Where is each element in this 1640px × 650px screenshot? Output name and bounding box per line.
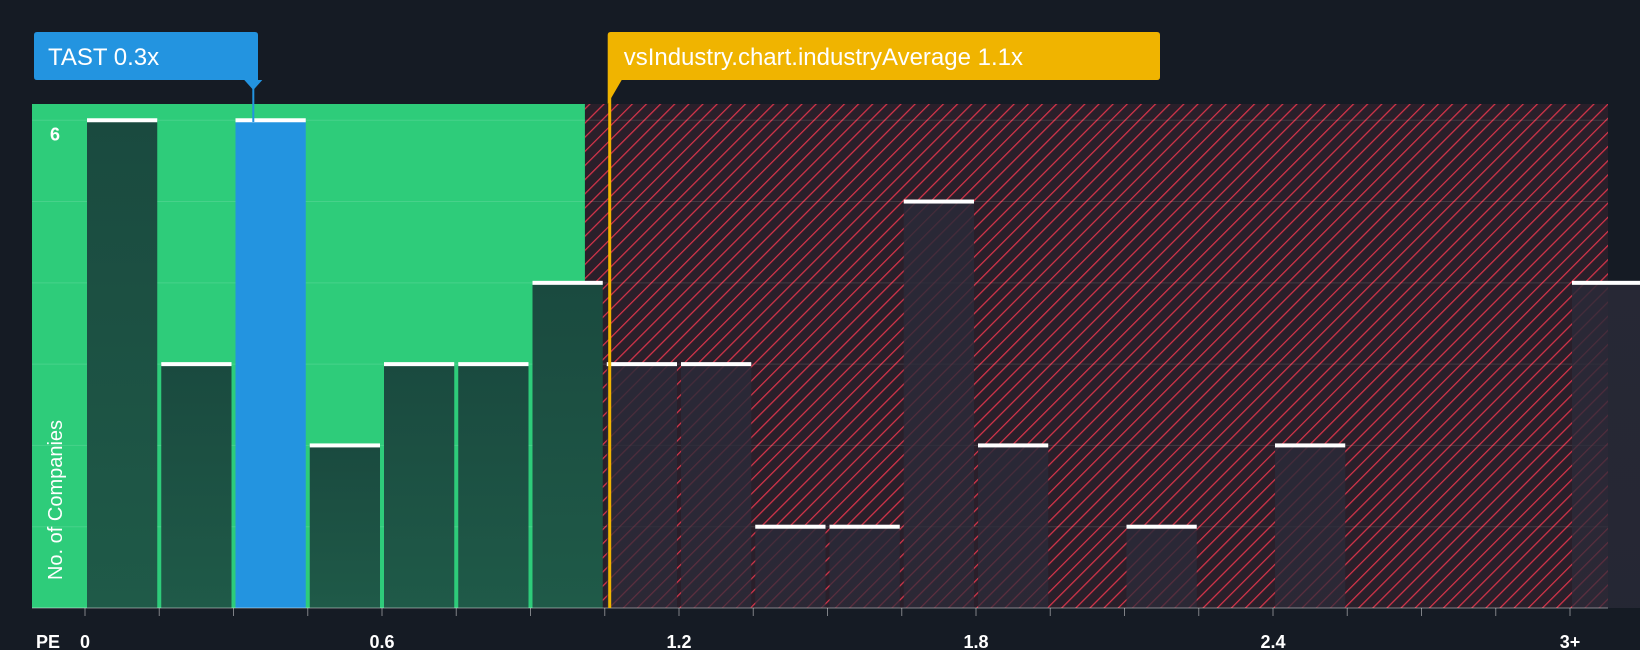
x-tick-label: 2.4 [1260,632,1285,650]
histogram-bar [87,120,158,609]
industry-average-callout: vsIndustry.chart.industryAverage 1.1x [607,32,1160,608]
company-callout: TAST 0.3x [34,32,263,122]
bars [87,118,1640,609]
histogram-bar [161,364,232,608]
x-tick-label: 3+ [1560,632,1581,650]
histogram-bar [1572,282,1640,608]
histogram-bar [309,445,380,608]
bar-cap [384,362,455,367]
bar-cap [903,199,974,204]
x-tick-label: 1.2 [666,632,691,650]
histogram-bar [1126,526,1197,608]
histogram-bar [606,364,677,608]
x-tick-label: 0 [80,632,90,650]
bar-cap [755,524,826,529]
x-ticks: 0 0.6 1.2 1.8 2.4 3+ [80,608,1580,650]
histogram-bar [235,120,306,609]
bar-cap [532,280,603,285]
company-callout-label: TAST 0.3x [48,44,159,71]
bar-cap [161,362,232,367]
y-tick-label: 6 [50,124,60,144]
histogram-bar [681,364,752,608]
histogram-bar [458,364,529,608]
histogram-bar [829,526,900,608]
overvalued-zone [584,104,1608,608]
histogram-bar [1275,445,1346,608]
company-callout-box [34,32,263,90]
histogram-bar [532,282,603,608]
bar-cap [1275,443,1346,448]
x-tick-label: 0.6 [369,632,394,650]
bar-cap [681,362,752,367]
x-axis-label: PE [36,632,60,650]
bar-cap [1126,524,1197,529]
histogram-bar [978,445,1049,608]
x-tick-label: 1.8 [963,632,988,650]
bar-cap [309,443,380,448]
bar-cap [978,443,1049,448]
histogram-bar [755,526,826,608]
bar-cap [1572,280,1640,285]
bar-cap [87,118,158,123]
industry-callout-label: vsIndustry.chart.industryAverage 1.1x [624,44,1023,71]
bar-cap [606,362,677,367]
industry-callout-box [607,32,1160,104]
histogram-bar [384,364,455,608]
bar-cap [235,118,306,123]
histogram-bar [903,201,974,608]
bar-cap [458,362,529,367]
y-axis-label: No. of Companies [45,420,67,580]
bar-cap [829,524,900,529]
